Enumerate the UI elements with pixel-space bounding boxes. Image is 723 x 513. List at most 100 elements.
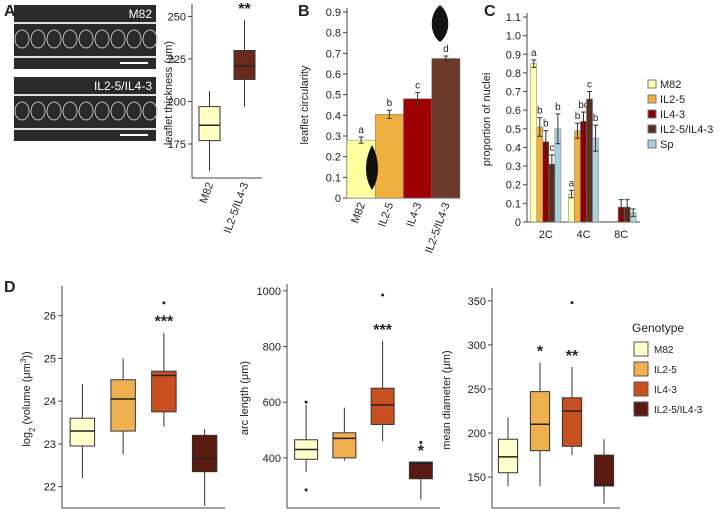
outlier	[304, 488, 308, 492]
cell	[30, 101, 46, 121]
legend-swatch	[647, 94, 657, 104]
y-tick-label: 225	[168, 54, 186, 66]
cell	[62, 101, 78, 121]
micrograph	[14, 77, 156, 141]
y-tick-label: 0.1	[506, 198, 521, 210]
y-label-part: (volume (μm	[21, 363, 33, 427]
letter-label: bc	[578, 100, 589, 111]
box	[408, 461, 433, 480]
y-tick-label: 0.5	[326, 90, 341, 102]
letter-label: a	[358, 125, 364, 136]
box	[370, 387, 395, 425]
x-tick-label: 2C	[539, 229, 553, 241]
x-tick-label: M82	[198, 181, 217, 205]
bar	[431, 58, 461, 199]
cell	[126, 29, 142, 49]
y-tick-label: 0.6	[506, 105, 521, 117]
cell	[110, 101, 126, 121]
letter-label: b	[593, 113, 599, 124]
y-tick-label: 0.2	[326, 152, 341, 164]
significance: **	[566, 348, 579, 365]
box	[191, 434, 218, 473]
legend-label: M82	[654, 345, 674, 356]
legend-label: Sp	[660, 139, 673, 151]
cell	[142, 29, 158, 49]
x-tick-label: IL2-5/IL4-3	[222, 181, 251, 235]
letter-label: b	[537, 106, 543, 117]
bar	[542, 141, 550, 223]
y-tick-label: 1.0	[506, 31, 521, 43]
box	[69, 417, 96, 447]
cell	[142, 101, 158, 121]
box	[110, 379, 136, 432]
legend-title: Genotype	[632, 321, 684, 335]
y-tick-label: 0.3	[326, 131, 341, 143]
significance: ***	[155, 314, 174, 331]
y-axis-label: proportion of nuclei	[481, 73, 493, 167]
y-tick-label: 250	[468, 384, 486, 396]
y-tick-label: 26	[44, 311, 56, 323]
box	[198, 106, 221, 142]
panel-letter: B	[298, 3, 310, 20]
image-label: M82	[129, 7, 153, 21]
outlier	[419, 441, 423, 445]
significance: *	[418, 443, 425, 460]
y-label-part: log	[21, 432, 33, 447]
x-tick-label: M82	[349, 201, 368, 225]
y-axis-label: log2 (volume (μm3))	[19, 351, 37, 446]
cell	[14, 101, 30, 121]
box	[529, 391, 551, 452]
outlier	[570, 301, 574, 305]
box	[233, 50, 256, 80]
cell	[46, 101, 62, 121]
box	[561, 397, 583, 447]
cell	[78, 101, 94, 121]
significance: ***	[373, 322, 392, 339]
y-tick-label: 0.4	[506, 142, 521, 154]
letter-label: c	[587, 80, 592, 91]
bar	[536, 126, 544, 223]
y-tick-label: 400	[263, 453, 281, 465]
panel-letter: C	[484, 3, 496, 20]
box	[151, 370, 177, 413]
letter-label: b	[575, 111, 581, 122]
box	[497, 438, 519, 474]
letter-label: b	[387, 98, 393, 109]
legend-label: IL4-3	[654, 385, 677, 396]
y-label-part: 3	[19, 358, 28, 363]
legend-label: IL2-5/IL4-3	[654, 405, 703, 416]
letter-label: b	[543, 119, 549, 130]
cell	[30, 29, 46, 49]
y-label-part: 2	[28, 427, 37, 432]
x-tick-label: IL2-5/IL4-3	[423, 201, 452, 255]
bar	[586, 98, 593, 223]
letter-label: a	[569, 178, 575, 189]
x-tick-label: IL2-5	[376, 201, 396, 229]
y-tick-label: 600	[263, 397, 281, 409]
cell	[46, 29, 62, 49]
letter-label: a	[531, 48, 537, 59]
y-tick-label: 0.1	[326, 172, 341, 184]
panel-letter: A	[4, 3, 16, 20]
y-label-part: leaflet thickness (μm)	[163, 41, 175, 145]
y-tick-label: 0.7	[506, 87, 521, 99]
y-tick-label: 0.6	[326, 69, 341, 81]
legend-swatch	[633, 381, 649, 397]
y-label-part: mean diameter (μm)	[441, 350, 453, 449]
y-tick-label: 200	[168, 97, 186, 109]
box	[593, 454, 615, 487]
significance: *	[537, 344, 544, 361]
y-axis-label: mean diameter (μm)	[441, 350, 453, 449]
y-tick-label: 22	[44, 482, 56, 494]
y-tick-label: 350	[468, 296, 486, 308]
y-tick-label: 25	[44, 353, 56, 365]
y-tick-label: 24	[44, 396, 56, 408]
bar	[403, 98, 432, 199]
legend-swatch	[647, 109, 657, 119]
bar	[580, 121, 587, 223]
bar	[375, 114, 404, 199]
y-label-part: proportion of nuclei	[481, 73, 493, 167]
y-tick-label: 0.4	[326, 110, 341, 122]
y-tick-label: 0	[335, 193, 341, 205]
